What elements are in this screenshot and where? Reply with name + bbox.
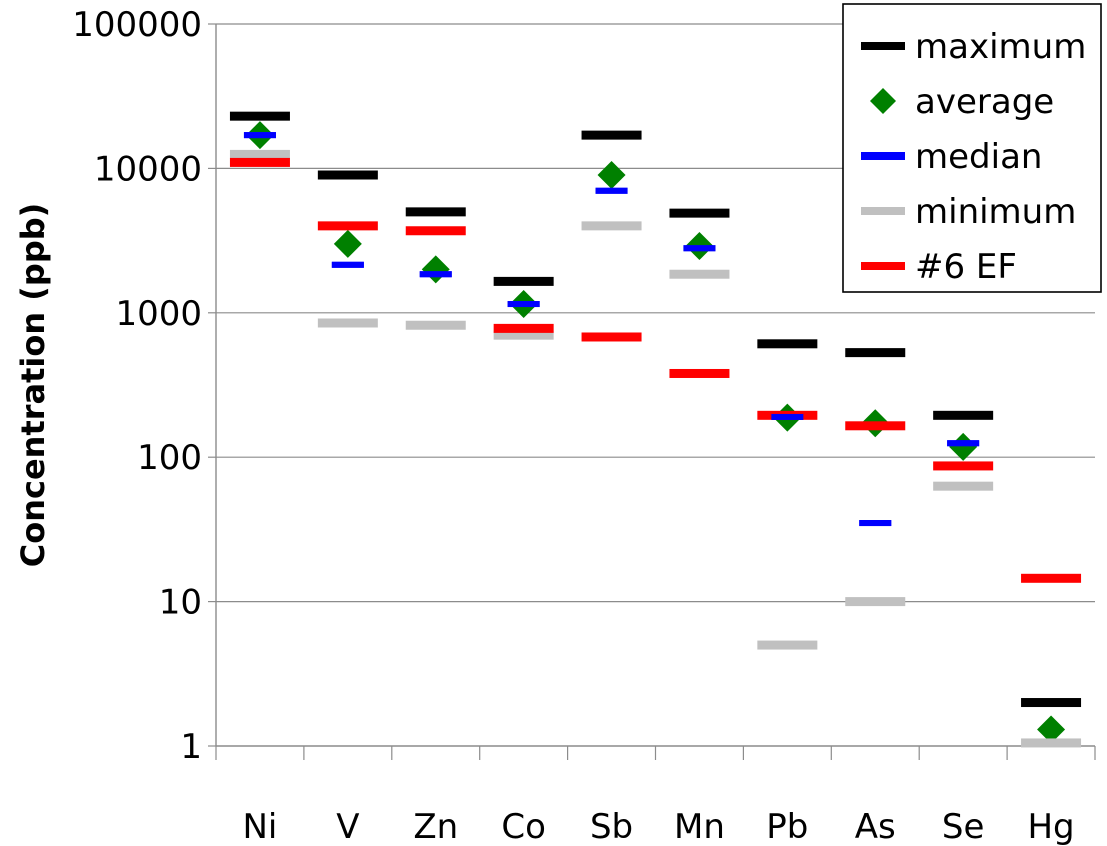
mark-minimum-mn xyxy=(669,269,730,279)
x-category-labels: Ni V Zn Co Sb Mn Pb As Se Hg xyxy=(243,807,1075,846)
mark--6-ef-se xyxy=(933,461,994,471)
mark-average-zn xyxy=(421,255,450,284)
x-category-label: Zn xyxy=(413,807,458,846)
y-tick-label: 100000 xyxy=(72,5,202,45)
mark-minimum-ni xyxy=(229,149,290,159)
legend-swatch-average xyxy=(870,88,896,114)
mark-minimum-v xyxy=(317,318,378,328)
axes xyxy=(208,23,1096,760)
y-tick-label: 1 xyxy=(180,727,202,767)
mark-maximum-ni xyxy=(229,111,290,121)
mark-median-top-ni xyxy=(243,132,276,139)
mark--6-ef-mn xyxy=(669,368,730,378)
mark-maximum-hg xyxy=(1021,698,1082,708)
mark-average-v xyxy=(333,229,362,258)
mark-minimum-as xyxy=(845,597,906,607)
mark-maximum-as xyxy=(845,348,906,358)
mark-maximum-se xyxy=(933,410,994,420)
y-tick-labels: 1 10 100 1000 10000 100000 xyxy=(72,5,202,767)
legend: maximum average median minimum #6 EF xyxy=(842,3,1102,293)
legend-swatch--6-ef xyxy=(861,262,905,270)
x-category-label: Sb xyxy=(590,807,633,846)
mark-maximum-pb xyxy=(757,339,818,349)
mark-median-top-v xyxy=(331,261,364,268)
mark--6-ef-co xyxy=(493,323,554,333)
mark--6-ef-zn xyxy=(405,226,466,236)
mark-median-top-zn xyxy=(419,271,452,278)
y-tick-label: 10 xyxy=(159,583,202,623)
legend-swatch-minimum xyxy=(861,207,905,215)
mark-minimum-zn xyxy=(405,320,466,330)
x-category-label: Se xyxy=(942,807,985,846)
mark-maximum-co xyxy=(493,276,554,286)
mark--6-ef-hg xyxy=(1021,573,1082,583)
mark-maximum-mn xyxy=(669,208,730,218)
legend-label-average: average xyxy=(915,82,1054,122)
mark-median-top-as xyxy=(859,520,892,527)
x-category-label: Co xyxy=(501,807,546,846)
x-category-label: Ni xyxy=(243,807,278,846)
x-category-label: V xyxy=(336,807,359,846)
x-category-label: As xyxy=(855,807,896,846)
mark-maximum-sb xyxy=(581,130,642,140)
mark-minimum-se xyxy=(933,481,994,491)
x-category-label: Pb xyxy=(766,807,808,846)
y-tick-label: 10000 xyxy=(94,149,202,189)
mark-minimum-pb xyxy=(757,640,818,650)
mark-median-top-pb xyxy=(771,413,804,420)
x-category-label: Hg xyxy=(1027,807,1074,846)
mark-average-se xyxy=(949,432,978,461)
y-axis-title: Concentration (ppb) xyxy=(14,203,52,568)
mark-median-top-sb xyxy=(595,187,628,194)
mark--6-ef-v xyxy=(317,221,378,231)
x-category-label: Mn xyxy=(674,807,725,846)
mark-minimum-sb xyxy=(581,221,642,231)
mark-minimum-hg xyxy=(1021,738,1082,748)
mark-maximum-zn xyxy=(405,207,466,217)
legend-box xyxy=(842,3,1102,293)
legend-swatch-median xyxy=(861,152,905,160)
mark--6-ef-sb xyxy=(581,332,642,342)
mark-median-top-se xyxy=(947,440,980,447)
mark-median-top-co xyxy=(507,301,540,308)
data-marks xyxy=(229,111,1082,748)
mark-median-top-mn xyxy=(683,245,716,252)
mark--6-ef-as xyxy=(845,421,906,431)
legend-label-maximum: maximum xyxy=(915,27,1086,67)
mark-average-sb xyxy=(597,161,626,190)
mark--6-ef-ni xyxy=(229,157,290,167)
mark-average-hg xyxy=(1037,715,1066,744)
y-tick-label: 1000 xyxy=(115,294,202,334)
legend-label-minimum: minimum xyxy=(915,192,1076,232)
legend-label-median: median xyxy=(915,137,1042,177)
legend-label--6-ef: #6 EF xyxy=(915,247,1017,287)
legend-swatch-maximum xyxy=(861,42,905,50)
y-tick-label: 100 xyxy=(137,438,202,478)
mark-minimum-co xyxy=(493,330,554,340)
mark-maximum-v xyxy=(317,170,378,180)
